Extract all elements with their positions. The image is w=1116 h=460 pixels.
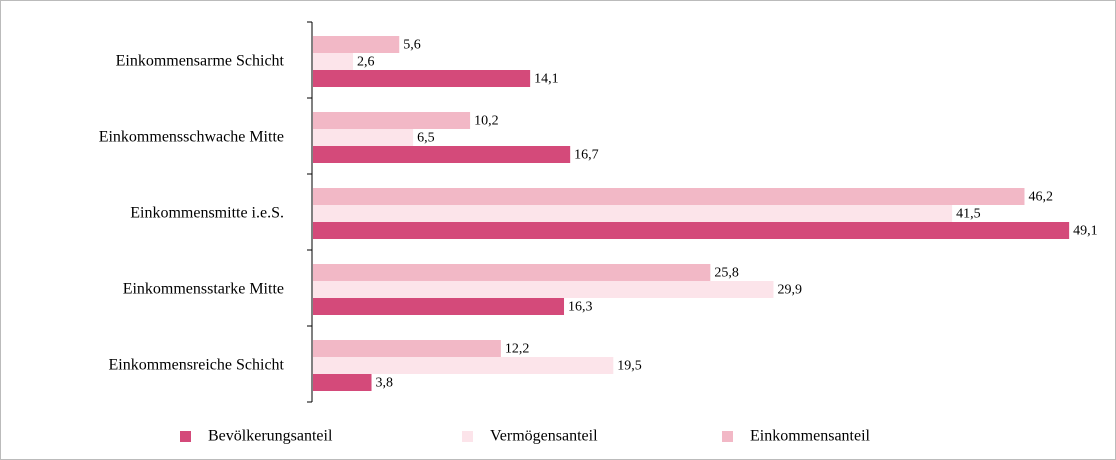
bar: [313, 129, 414, 146]
value-label: 16,3: [568, 300, 593, 315]
value-label: 46,2: [1028, 190, 1053, 205]
value-label: 12,2: [505, 342, 530, 357]
value-label: 5,6: [403, 38, 421, 53]
legend-label: Einkommensanteil: [750, 428, 871, 445]
value-label: 3,8: [376, 376, 394, 391]
bar: [313, 53, 354, 70]
category-label: Einkommensarme Schicht: [116, 53, 285, 70]
legend-swatch: [722, 431, 733, 442]
bar: [313, 281, 774, 298]
bar: [313, 112, 471, 129]
bar: [313, 146, 571, 163]
bar: [313, 222, 1070, 239]
bar: [313, 340, 501, 357]
bar: [313, 36, 400, 53]
category-label: Einkommensreiche Schicht: [108, 357, 284, 374]
value-label: 2,6: [357, 55, 375, 70]
value-label: 6,5: [417, 131, 435, 146]
legend-swatch: [180, 431, 191, 442]
value-label: 19,5: [617, 359, 642, 374]
legend-label: Vermögensanteil: [490, 428, 598, 445]
value-label: 10,2: [474, 114, 499, 129]
legend-label: Bevölkerungsanteil: [208, 428, 333, 445]
category-label: Einkommensstarke Mitte: [123, 281, 284, 298]
bar: [313, 264, 711, 281]
value-label: 29,9: [777, 283, 802, 298]
legend-swatch: [462, 431, 473, 442]
value-label: 49,1: [1073, 224, 1098, 239]
bar: [313, 188, 1025, 205]
bar: [313, 298, 565, 315]
value-label: 25,8: [714, 266, 739, 281]
bar: [313, 205, 953, 222]
value-label: 16,7: [574, 148, 599, 163]
value-label: 14,1: [534, 72, 559, 87]
value-label: 41,5: [956, 207, 981, 222]
bar: [313, 357, 614, 374]
category-label: Einkommensschwache Mitte: [99, 129, 284, 146]
bar: [313, 70, 531, 87]
category-label: Einkommensmitte i.e.S.: [130, 205, 284, 222]
bar: [313, 374, 372, 391]
